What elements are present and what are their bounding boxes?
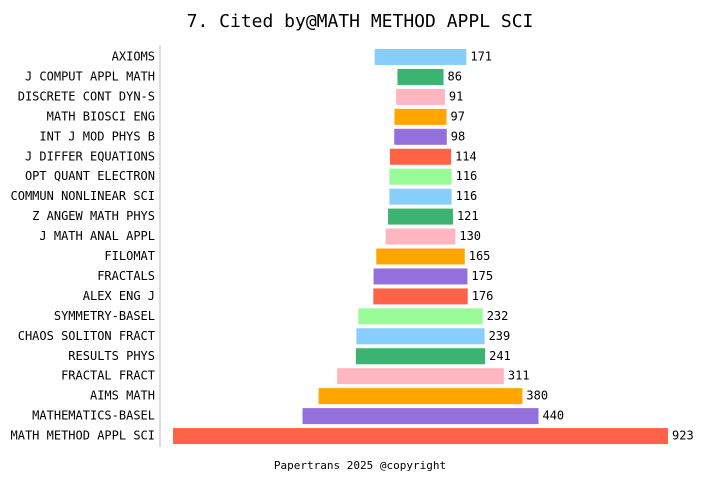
category-label: AIMS MATH (90, 389, 155, 403)
bar (388, 208, 453, 225)
value-label: 176 (472, 289, 494, 303)
category-label: OPT QUANT ELECTRON (25, 169, 155, 183)
category-label: RESULTS PHYS (68, 349, 155, 363)
bar (373, 268, 468, 285)
bar (173, 428, 668, 445)
bar (385, 228, 456, 245)
value-label: 175 (471, 269, 493, 283)
bar (396, 88, 445, 105)
value-label: 114 (455, 149, 477, 163)
value-label: 171 (470, 50, 492, 64)
value-label: 91 (449, 89, 463, 103)
category-label: MATH METHOD APPL SCI (11, 429, 156, 443)
value-label: 116 (456, 189, 478, 203)
value-label: 86 (448, 69, 462, 83)
category-label: FRACTALS (97, 269, 155, 283)
value-label: 98 (451, 129, 465, 143)
value-label: 380 (526, 389, 548, 403)
bar (376, 248, 465, 265)
category-label: FRACTAL FRACT (61, 369, 155, 383)
footer: Papertrans 2025 @copyright (274, 459, 446, 472)
value-label: 130 (459, 229, 481, 243)
chart-title: 7. Cited by@MATH METHOD APPL SCI (187, 11, 534, 32)
bar (389, 168, 452, 185)
value-label: 311 (508, 369, 530, 383)
value-label: 923 (672, 429, 694, 443)
category-label: COMMUN NONLINEAR SCI (11, 189, 156, 203)
bar (394, 128, 447, 145)
category-label: J MATH ANAL APPL (39, 229, 155, 243)
category-label: INT J MOD PHYS B (39, 129, 155, 143)
bar (302, 408, 539, 425)
value-label: 97 (451, 109, 465, 123)
bar (355, 348, 486, 365)
value-label: 241 (489, 349, 511, 363)
category-label: CHAOS SOLITON FRACT (18, 329, 155, 343)
category-label: DISCRETE CONT DYN-S (18, 89, 155, 103)
bar (374, 49, 467, 65)
bar (373, 288, 468, 305)
category-label: SYMMETRY-BASEL (54, 309, 155, 323)
value-label: 116 (456, 169, 478, 183)
value-label: 232 (487, 309, 509, 323)
bar (358, 308, 483, 325)
bar (397, 68, 444, 85)
value-label: 440 (542, 409, 564, 423)
category-label: J DIFFER EQUATIONS (25, 149, 155, 163)
bar (389, 188, 452, 205)
category-label: MATH BIOSCI ENG (47, 109, 155, 123)
bar (394, 108, 447, 125)
category-label: FILOMAT (104, 249, 155, 263)
category-label: J COMPUT APPL MATH (25, 69, 155, 83)
bar (356, 328, 485, 345)
value-label: 165 (469, 249, 491, 263)
bar (318, 388, 523, 405)
value-label: 239 (489, 329, 511, 343)
category-label: Z ANGEW MATH PHYS (32, 209, 155, 223)
category-label: AXIOMS (112, 50, 155, 64)
category-label: ALEX ENG J (83, 289, 155, 303)
bar (389, 148, 452, 165)
category-label: MATHEMATICS-BASEL (32, 409, 155, 423)
bar (337, 368, 504, 385)
value-label: 121 (457, 209, 479, 223)
